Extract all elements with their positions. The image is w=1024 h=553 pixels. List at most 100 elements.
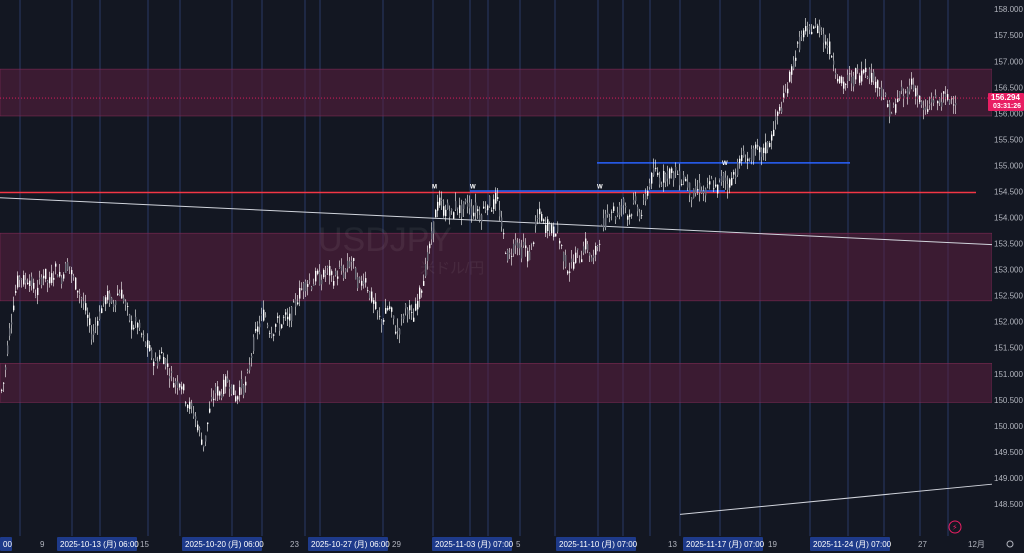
candle-body — [435, 209, 437, 218]
zone-rect — [0, 232, 993, 302]
candle-body — [833, 60, 835, 65]
candle-body — [445, 209, 447, 217]
candle-body — [359, 277, 361, 281]
price-badge-bg — [988, 93, 1024, 112]
candle-body — [527, 250, 529, 262]
candle-body — [809, 25, 811, 30]
candle-body — [715, 184, 717, 187]
price-tick: 149.000 — [994, 474, 1023, 483]
price-tick: 153.000 — [994, 266, 1023, 275]
candle-body — [415, 303, 417, 311]
candle-body — [137, 323, 139, 328]
candle-body — [589, 252, 591, 256]
candle-body — [825, 41, 827, 45]
candle-body — [283, 316, 285, 318]
candle-body — [537, 217, 539, 220]
time-label: 13 — [668, 540, 677, 549]
candle-body — [103, 296, 105, 304]
candle-body — [365, 278, 367, 283]
candle-body — [255, 328, 257, 332]
candle-body — [909, 85, 911, 92]
candle-body — [615, 217, 617, 220]
candle-body — [217, 386, 219, 396]
candle-body — [249, 364, 251, 371]
candle-body — [799, 36, 801, 50]
candle-body — [817, 25, 819, 34]
candle-body — [301, 288, 303, 290]
candle-body — [357, 277, 359, 289]
candle-body — [37, 287, 39, 296]
candle-body — [621, 206, 623, 208]
time-label: 2025-10-13 (月) 06:00 — [60, 540, 139, 549]
candle-body — [229, 386, 231, 389]
candle-body — [177, 381, 179, 389]
lightning-icon[interactable] — [948, 520, 962, 534]
price-tick: 153.500 — [994, 240, 1023, 249]
time-label: 29 — [392, 540, 401, 549]
candle-body — [405, 304, 407, 309]
candle-body — [149, 345, 151, 352]
candle-body — [629, 214, 631, 218]
candle-body — [309, 280, 311, 282]
candle-body — [277, 316, 279, 319]
candle-body — [611, 211, 613, 213]
candle-body — [849, 73, 851, 75]
candle-body — [893, 105, 895, 107]
candle-body — [677, 173, 679, 175]
candle-body — [157, 361, 159, 366]
candle-body — [631, 214, 633, 216]
candle-body — [451, 209, 453, 211]
candle-body — [827, 46, 829, 48]
candle-body — [559, 240, 561, 244]
candle-body — [693, 188, 695, 198]
trendline-ascending[interactable] — [679, 483, 993, 515]
candle-body — [649, 183, 651, 188]
candle-body — [889, 102, 891, 117]
candle-body — [7, 345, 9, 354]
candle-body — [733, 172, 735, 175]
candle-body — [351, 260, 353, 262]
price-tick: 154.000 — [994, 214, 1023, 223]
candle-body — [771, 134, 773, 141]
time-label: 2025-10-20 (月) 06:00 — [185, 540, 264, 549]
candle-body — [331, 271, 333, 275]
candle-body — [17, 275, 19, 288]
candle-body — [831, 56, 833, 58]
trendline-descending[interactable] — [0, 197, 993, 246]
settings-icon[interactable] — [1006, 540, 1014, 548]
candle-body — [761, 148, 763, 157]
watermark-name: 米ドル/円 — [420, 260, 484, 277]
candle-body — [709, 181, 711, 185]
price-tick: 148.500 — [994, 500, 1023, 509]
candle-body — [567, 271, 569, 274]
candle-body — [643, 198, 645, 200]
candle-body — [619, 205, 621, 216]
candle-body — [731, 177, 733, 186]
candle-body — [67, 261, 69, 270]
candle-body — [741, 155, 743, 162]
candle-body — [759, 147, 761, 153]
candle-body — [607, 212, 609, 215]
candle-body — [915, 88, 917, 97]
candle-body — [627, 215, 629, 220]
candle-body — [25, 279, 27, 283]
candle-body — [587, 244, 589, 251]
zone-rect — [0, 363, 993, 403]
candle-body — [475, 202, 477, 213]
time-label: 23 — [290, 540, 299, 549]
trendlines[interactable] — [0, 197, 993, 515]
candle-body — [923, 107, 925, 111]
candle-body — [783, 93, 785, 99]
horizontal-lines[interactable] — [0, 162, 976, 194]
price-axis[interactable] — [992, 0, 1024, 536]
candle-body — [641, 215, 643, 216]
candle-body — [93, 331, 95, 335]
candle-body — [163, 357, 165, 365]
candle-body — [127, 306, 129, 307]
candle-body — [21, 278, 23, 280]
candle-body — [353, 258, 355, 261]
candle-body — [943, 91, 945, 94]
candle-body — [575, 252, 577, 263]
candle-body — [593, 255, 595, 258]
